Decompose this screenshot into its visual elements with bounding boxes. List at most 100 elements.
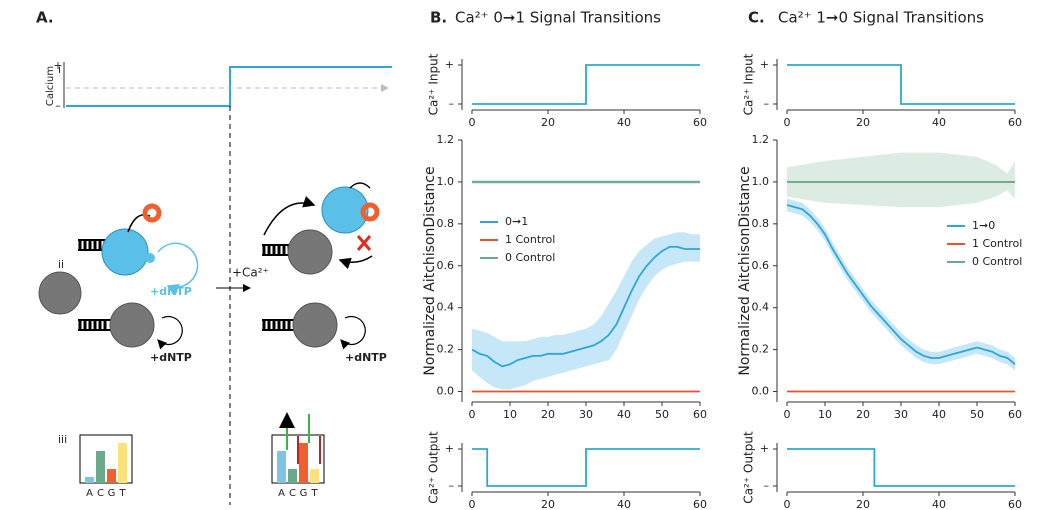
- dntp-label: +dNTP: [150, 351, 192, 364]
- x-tick-label: 50: [655, 408, 669, 421]
- y-axis-label: Ca²⁺ Output: [742, 431, 756, 504]
- y-tick-label: –: [764, 479, 770, 492]
- panel-label: A.: [36, 9, 54, 27]
- dna-rungs: [262, 245, 291, 255]
- x-tick-label: 0: [469, 498, 476, 510]
- calcium-sensor: [360, 202, 380, 222]
- row-label: ii: [58, 258, 64, 271]
- y-tick-label: 1.0: [752, 175, 770, 188]
- base-label: C: [289, 488, 296, 499]
- x-tick-label: 0: [469, 408, 476, 421]
- tether: [349, 182, 371, 189]
- x-tick-label: 40: [617, 408, 631, 421]
- x-tick-label: 0: [784, 498, 791, 510]
- error-band: [787, 152, 1015, 208]
- y-tick-label: +: [445, 58, 454, 71]
- y-tick-label: 0.4: [437, 301, 455, 314]
- x-tick-label: 50: [970, 408, 984, 421]
- series-line: [472, 64, 700, 105]
- dna-rungs: [78, 240, 107, 250]
- y-axis-label: Ca²⁺ Input: [742, 53, 756, 115]
- enzyme: [109, 302, 155, 348]
- panel-label: B.: [430, 9, 447, 27]
- histogram-bar: [96, 451, 105, 483]
- y-axis-label: Normalized AitchisonDistance: [422, 166, 438, 375]
- dna-rungs: [262, 320, 291, 330]
- panel-title: Ca²⁺ 1➞0 Signal Transitions: [778, 9, 984, 27]
- x-tick-label: 20: [541, 116, 555, 129]
- y-axis-label: Normalized AitchisonDistance: [737, 166, 753, 375]
- dna-rungs: [78, 320, 107, 330]
- calcium-label: Calcium: [45, 66, 56, 106]
- x-tick-label: 60: [1008, 498, 1022, 510]
- y-tick-label: +: [445, 442, 454, 455]
- x-tick-label: 40: [932, 408, 946, 421]
- enzyme: [287, 229, 333, 275]
- enzyme: [321, 186, 369, 234]
- blocked: [356, 235, 372, 251]
- x-tick-label: 0: [784, 408, 791, 421]
- y-tick-label: 0.0: [752, 385, 770, 398]
- x-tick-label: 60: [693, 116, 707, 129]
- base-label: G: [300, 488, 308, 499]
- histogram-bar: [118, 443, 127, 483]
- x-tick-label: 20: [856, 498, 870, 510]
- cycle-arrow: [157, 242, 199, 296]
- minus: –: [55, 99, 61, 112]
- cycle-arrow: [340, 315, 366, 350]
- row-label: iii: [58, 433, 67, 446]
- enzymes-after: +dNTP: [262, 182, 387, 364]
- legend-label: 0➞1: [505, 215, 528, 228]
- x-tick-label: 40: [932, 498, 946, 510]
- block-arrow: [338, 255, 373, 270]
- y-tick-label: +: [760, 58, 769, 71]
- x-tick-label: 40: [932, 116, 946, 129]
- panel-label: C.: [748, 9, 765, 27]
- x-tick-label: 10: [503, 408, 517, 421]
- histogram-bar: [310, 469, 319, 483]
- dntp-label: +dNTP: [150, 285, 192, 298]
- cycle-arrow: [157, 315, 183, 350]
- x-tick-label: 40: [617, 498, 631, 510]
- calcium-step: [66, 66, 392, 107]
- x-tick-label: 0: [469, 116, 476, 129]
- histogram-bar: [299, 443, 308, 483]
- base-label: G: [108, 488, 116, 499]
- y-tick-label: 0.4: [752, 301, 770, 314]
- histogram-bar: [85, 477, 94, 483]
- legend-label: 0 Control: [505, 251, 555, 264]
- legend-label: 1➞0: [972, 219, 995, 232]
- panel-a: A. i ii iii Calcium + – +Ca²⁺ +dNTP +dNT…: [36, 9, 392, 505]
- x-tick-label: 20: [856, 408, 870, 421]
- x-tick-label: 20: [541, 408, 555, 421]
- y-tick-label: 0.6: [752, 259, 770, 272]
- base-label: A: [278, 488, 285, 499]
- histogram-frame: [79, 434, 133, 484]
- x-tick-label: 0: [784, 116, 791, 129]
- series-line: [471, 245, 700, 368]
- base-label: C: [97, 488, 104, 499]
- y-axis-label: Ca²⁺ Input: [427, 53, 441, 115]
- series-line: [786, 204, 1016, 365]
- y-tick-label: 0.6: [437, 259, 455, 272]
- y-tick-label: 1.2: [437, 133, 455, 146]
- x-tick-label: 60: [693, 408, 707, 421]
- y-tick-label: +: [760, 442, 769, 455]
- panel-title: Ca²⁺ 0➞1 Signal Transitions: [455, 9, 661, 27]
- x-tick-label: 20: [541, 498, 555, 510]
- stimulus: +Ca²⁺: [232, 266, 269, 280]
- row-label: i: [58, 63, 61, 76]
- dntp-label: +dNTP: [345, 351, 387, 364]
- y-axis-label: Ca²⁺ Output: [427, 431, 441, 504]
- enzyme: [101, 228, 149, 276]
- series-line: [472, 448, 700, 487]
- series-line: [787, 64, 1015, 105]
- histogram-frame: [271, 434, 325, 484]
- histogram-bar: [107, 469, 116, 483]
- release-arrow: [263, 195, 316, 236]
- y-tick-label: –: [449, 479, 455, 492]
- plus: +: [53, 59, 62, 72]
- legend-label: 1 Control: [972, 237, 1022, 250]
- change-arrows: [279, 412, 321, 464]
